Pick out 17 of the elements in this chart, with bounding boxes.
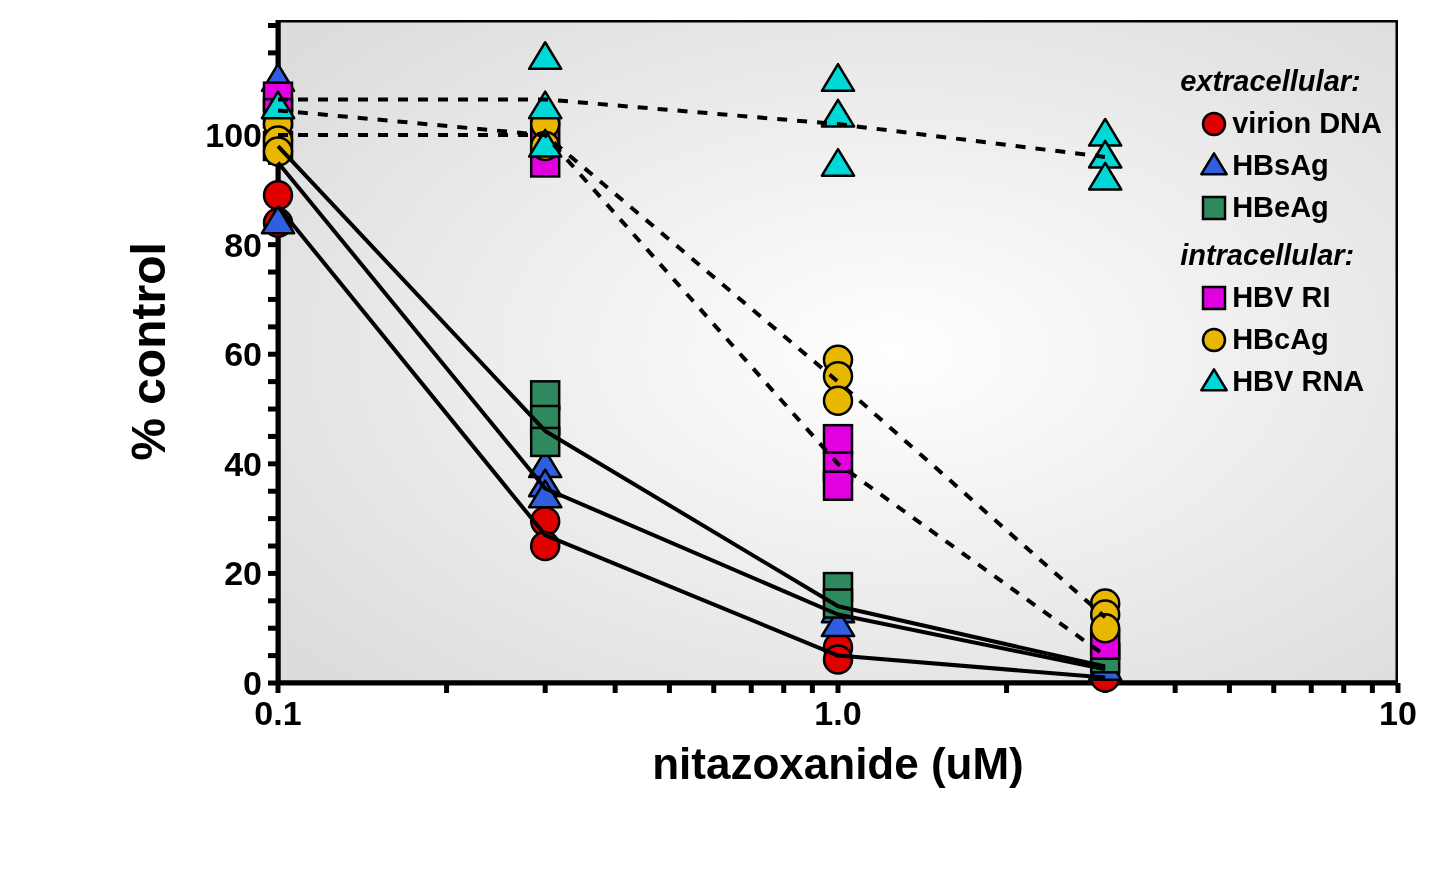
annotation: intracellular:: [1180, 238, 1356, 273]
legend-label: HBV RNA: [1232, 364, 1365, 399]
x-tick-label: 1.0: [814, 694, 862, 732]
legend-label: HBcAg: [1232, 322, 1329, 357]
y-tick-label: 80: [224, 225, 262, 264]
legend-label: HBV RI: [1232, 280, 1331, 315]
legend-label: virion DNA: [1232, 106, 1382, 141]
legend-label: HBeAg: [1232, 190, 1329, 225]
y-tick-label: 40: [224, 444, 262, 483]
annotation: extracellular:: [1180, 64, 1362, 99]
y-tick-label: 20: [224, 554, 262, 593]
y-tick-label: 60: [224, 335, 262, 374]
y-tick-label: 100: [205, 116, 262, 155]
legend-label: HBsAg: [1232, 148, 1329, 183]
y-axis-title: % control: [122, 242, 176, 461]
x-tick-label: 10: [1379, 694, 1417, 732]
x-axis-title: nitazoxanide (uM): [652, 739, 1024, 788]
